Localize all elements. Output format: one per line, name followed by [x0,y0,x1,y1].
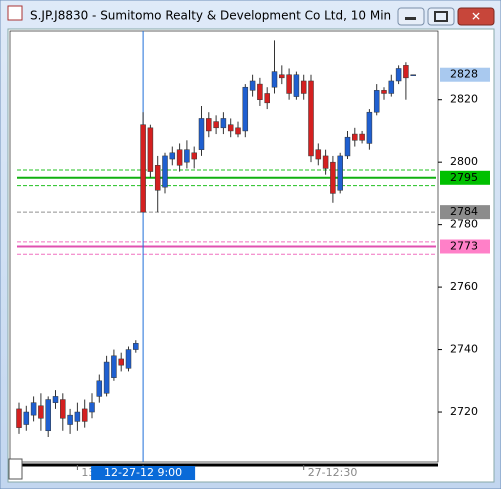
y-tick-label: 2800 [450,155,478,168]
candle-body [111,355,117,378]
candle-body [410,74,416,76]
price-marker-label: 2828 [450,68,478,81]
price-marker-label: 2773 [450,240,478,253]
candle-body [388,80,395,94]
candle-body [206,118,212,132]
x-tick-highlight [91,466,196,480]
x-tick-label: 27-12:30 [308,466,358,479]
candle-body [271,71,278,88]
minimize-button[interactable] [397,7,425,26]
candle-body [30,402,37,416]
candle-body [74,411,81,422]
candle-body [169,152,176,160]
close-button[interactable] [457,7,495,26]
maximize-button[interactable] [427,7,455,26]
candle-body [103,361,110,394]
price-marker [440,67,490,82]
candle-body [293,74,300,97]
candle-body [315,149,322,160]
candle-body [308,80,314,157]
maximize-icon [434,11,448,22]
window-title: S.JP.J8830 - Sumitomo Realty & Developme… [30,9,391,23]
candle-body [147,127,154,172]
candle-body [344,136,351,157]
candle-body [220,118,227,129]
candle-body [67,414,73,425]
candle-body [322,155,329,169]
candle-body [118,358,124,366]
candle-body [242,86,249,132]
candle-body [330,161,336,194]
x-tick-label: 12-27-12 9:00 [104,466,182,479]
candle-body [125,349,132,369]
candle-body [89,402,95,413]
candle-body [45,399,51,432]
candle-body [359,133,365,141]
candle-body [38,405,44,419]
candle-body [81,408,88,422]
candle-body [52,396,59,403]
candle-body [96,380,103,397]
price-marker [440,205,490,220]
y-tick-label: 2740 [450,343,478,356]
candle-body [235,127,241,135]
candle-body [286,74,292,94]
candle-body [373,90,380,113]
candle-body [337,155,343,191]
candle-body [366,111,373,144]
candle-body [191,152,197,160]
y-tick-label: 2720 [450,405,478,418]
price-marker-label: 2795 [450,171,478,184]
candle-body [381,90,387,94]
price-marker-label: 2784 [450,205,478,218]
candle-body [227,124,234,132]
candle-body [198,118,205,150]
candle-body [264,93,270,104]
y-tick-label: 2780 [450,218,478,231]
candle-body [60,399,66,419]
candle-body [249,80,256,91]
close-icon: ✕ [471,10,481,24]
price-marker [440,239,490,254]
app-icon [7,5,23,21]
candle-body [352,133,358,141]
candle-body [176,149,183,166]
candle-body [133,343,139,350]
minimize-icon [405,17,416,20]
y-tick-label: 2760 [450,280,478,293]
candle-body [16,408,22,428]
candle-body [395,68,402,82]
candle-body [279,74,285,79]
y-tick-label: 2820 [450,93,478,106]
candle-body [257,83,263,100]
candle-body [140,124,146,213]
scroll-box[interactable] [8,458,23,480]
candle-body [403,65,409,79]
candle-body [300,80,307,94]
price-marker [440,170,490,185]
candle-body [23,411,30,425]
candle-body [162,155,168,188]
candle-body [154,165,161,191]
candle-body [213,121,219,129]
candle-body [184,149,190,163]
